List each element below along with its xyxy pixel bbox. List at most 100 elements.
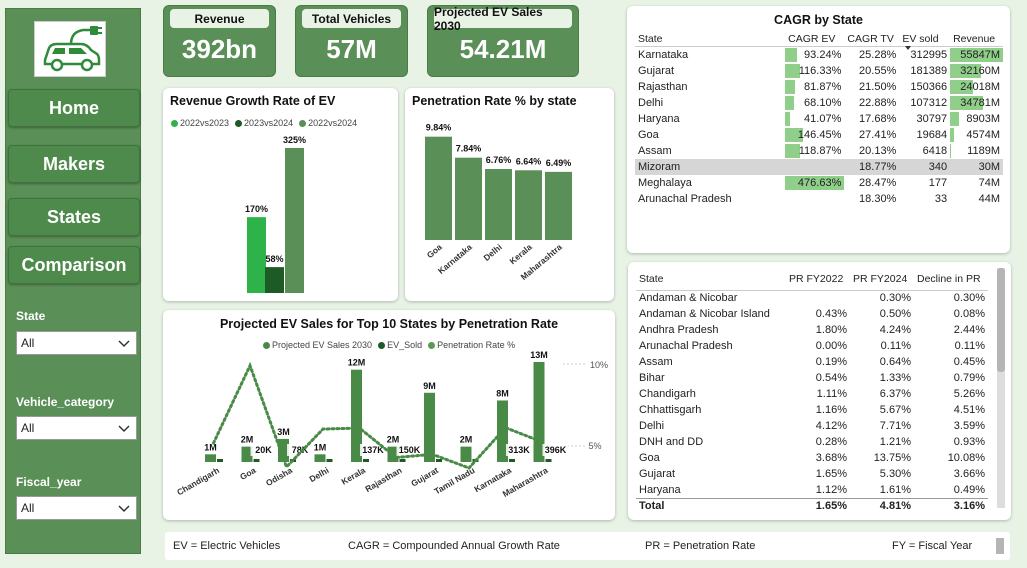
nav-states-button[interactable]: States: [8, 198, 140, 236]
cagr-by-state-table: State CAGR EV CAGR TV EV sold Revenue Ka…: [635, 32, 1003, 207]
category-label: Goa: [425, 242, 444, 260]
kpi-projected-ev-sales-title: Projected EV Sales 2030: [434, 5, 572, 33]
state-filter-dropdown[interactable]: All: [16, 331, 137, 355]
table-row[interactable]: Delhi 68.10% 22.88% 107312 34781M: [635, 95, 1003, 111]
bar-karnataka[interactable]: [455, 157, 482, 240]
fiscal-year-filter-dropdown[interactable]: All: [16, 496, 137, 520]
cell-cagr-tv: 18.30%: [859, 192, 897, 205]
table-row[interactable]: Arunachal Pradesh 18.30% 33 44M: [635, 191, 1003, 207]
column-header-state[interactable]: State: [636, 268, 786, 291]
bar-2022vs2023[interactable]: [247, 217, 266, 293]
table-row[interactable]: Meghalaya 476.63% 28.47% 177 74M: [635, 175, 1003, 191]
table-row[interactable]: Bihar 0.54% 1.33% 0.79%: [636, 370, 988, 386]
bar-projected-maharashtra[interactable]: [533, 362, 545, 462]
column-header-state[interactable]: State: [635, 32, 786, 47]
bar-projected-odisha[interactable]: [278, 438, 289, 462]
footer-scrollbar[interactable]: [996, 538, 1004, 554]
column-header-cagr-tv[interactable]: CAGR TV: [844, 32, 900, 47]
ev-sold-label: 396K: [545, 445, 567, 455]
table-scrollbar[interactable]: [997, 268, 1005, 508]
table-row[interactable]: DNH and DD 0.28% 1.21% 0.93%: [636, 434, 988, 450]
table-cell: Delhi: [639, 420, 665, 432]
bar-projected-tamil-nadu[interactable]: [460, 446, 472, 462]
table-row[interactable]: Haryana 1.12% 1.61% 0.49%: [636, 482, 988, 498]
kpi-total-vehicles-title: Total Vehicles: [302, 9, 401, 28]
bar-ev-sold[interactable]: [509, 459, 515, 462]
total-pr-fy2024: 4.81%: [879, 500, 911, 513]
data-bar: [785, 79, 796, 94]
table-row[interactable]: Goa 146.45% 27.41% 19684 4574M: [635, 127, 1003, 143]
cell-cagr-ev: 116.33%: [785, 63, 844, 79]
table-row[interactable]: Andaman & Nicobar 0.30% 0.30%: [636, 290, 988, 306]
bar-projected-delhi[interactable]: [314, 454, 326, 462]
bar-delhi[interactable]: [485, 169, 512, 240]
bar-kerala[interactable]: [515, 170, 542, 240]
table-row[interactable]: Andhra Pradesh 1.80% 4.24% 2.44%: [636, 322, 988, 338]
bar-maharashtra[interactable]: [545, 171, 572, 240]
bar-projected-gujarat[interactable]: [424, 392, 435, 462]
table-row[interactable]: Gujarat 116.33% 20.55% 181389 32160M: [635, 63, 1003, 79]
table-row[interactable]: Arunachal Pradesh 0.00% 0.11% 0.11%: [636, 338, 988, 354]
kpi-total-vehicles-value: 57M: [326, 34, 377, 64]
bar-ev-sold[interactable]: [399, 459, 406, 462]
table-row[interactable]: Assam 118.87% 20.13% 6418 1189M: [635, 143, 1003, 159]
projected-ev-sales-plot: 10%5%1MChandigarh2M20KGoa3M78KOdisha1MDe…: [175, 350, 608, 499]
category-label: Odisha: [264, 465, 294, 488]
nav-makers-button[interactable]: Makers: [8, 145, 140, 183]
table-row[interactable]: Mizoram 18.77% 340 30M: [635, 158, 1003, 175]
column-header-ev-sold[interactable]: EV sold: [899, 32, 951, 50]
table-row[interactable]: Gujarat 1.65% 5.30% 3.66%: [636, 466, 988, 482]
table-row[interactable]: Haryana 41.07% 17.68% 30797 8903M: [635, 111, 1003, 127]
table-row[interactable]: Karnataka 93.24% 25.28% 312995 55847M: [635, 47, 1003, 63]
bar-projected-kerala[interactable]: [351, 369, 362, 462]
bar-ev-sold[interactable]: [253, 459, 260, 462]
table-row[interactable]: Delhi 4.12% 7.71% 3.59%: [636, 418, 988, 434]
penetration-rate-chart-card: Penetration Rate % by state 9.84% Goa 7.84…: [405, 88, 614, 301]
data-bar: [785, 127, 804, 142]
bar-goa[interactable]: [425, 136, 452, 240]
column-header-revenue[interactable]: Revenue: [950, 32, 1003, 47]
state-filter-value: All: [21, 336, 35, 350]
table-row[interactable]: Chandigarh 1.11% 6.37% 5.26%: [636, 386, 988, 402]
vehicle-category-filter-dropdown[interactable]: All: [16, 416, 137, 440]
column-header-pr-fy2024[interactable]: PR FY2024: [850, 268, 914, 291]
column-header-cagr-ev[interactable]: CAGR EV: [785, 32, 845, 47]
table-row[interactable]: Rajasthan 81.87% 21.50% 150366 24018M: [635, 79, 1003, 95]
bar-projected-goa[interactable]: [241, 446, 253, 462]
bar-ev-sold[interactable]: [436, 459, 442, 462]
revenue-growth-plot: 170% 58% 325%: [245, 135, 306, 293]
bar-projected-chandigarh[interactable]: [205, 454, 216, 462]
cell-state: Delhi: [638, 96, 664, 109]
total-pr-fy2022: 1.65%: [815, 500, 847, 513]
scrollbar-thumb[interactable]: [997, 268, 1005, 372]
column-header-pr-fy2022[interactable]: PR FY2022: [786, 268, 850, 291]
table-row[interactable]: Assam 0.19% 0.64% 0.45%: [636, 354, 988, 370]
table-cell: 0.43%: [815, 308, 847, 320]
cell-ev-sold: 150366: [910, 80, 948, 93]
revenue-growth-chart-title: Revenue Growth Rate of EV: [170, 94, 336, 108]
table-cell: 5.26%: [953, 388, 985, 400]
table-row[interactable]: Goa 3.68% 13.75% 10.08%: [636, 450, 988, 466]
bar-ev-sold[interactable]: [363, 459, 369, 462]
nav-comparison-button[interactable]: Comparison: [8, 246, 140, 284]
column-header-decline-in-pr[interactable]: Decline in PR: [914, 268, 988, 291]
penetration-rate-plot: 9.84% Goa 7.84% Karnataka 6.76% Delhi 6.64% Ker…: [425, 123, 572, 282]
table-row[interactable]: Andaman & Nicobar Island 0.43% 0.50% 0.08%: [636, 306, 988, 322]
bar-2023vs2024[interactable]: [265, 267, 284, 293]
glossary-fy: FY = Fiscal Year: [892, 540, 973, 552]
bar-ev-sold[interactable]: [217, 459, 223, 462]
legend-label: EV_Sold: [387, 340, 423, 350]
nav-home-button[interactable]: Home: [8, 89, 140, 127]
bar-ev-sold[interactable]: [326, 459, 333, 462]
penetration-rate-line[interactable]: [212, 361, 544, 470]
table-cell: Gujarat: [639, 468, 676, 480]
bar-label: 7.84%: [456, 144, 482, 154]
table-row[interactable]: Chhattisgarh 1.16% 5.67% 4.51%: [636, 402, 988, 418]
bar-ev-sold[interactable]: [545, 459, 552, 462]
bar-2022vs2024[interactable]: [285, 148, 304, 293]
penetration-rate-chart-title: Penetration Rate % by state: [412, 94, 577, 108]
cell-state: Meghalaya: [638, 176, 692, 189]
cell-cagr-ev: [785, 159, 844, 175]
cell-cagr-tv: 18.77%: [859, 160, 897, 173]
glossary-pr: PR = Penetration Rate: [645, 540, 756, 552]
